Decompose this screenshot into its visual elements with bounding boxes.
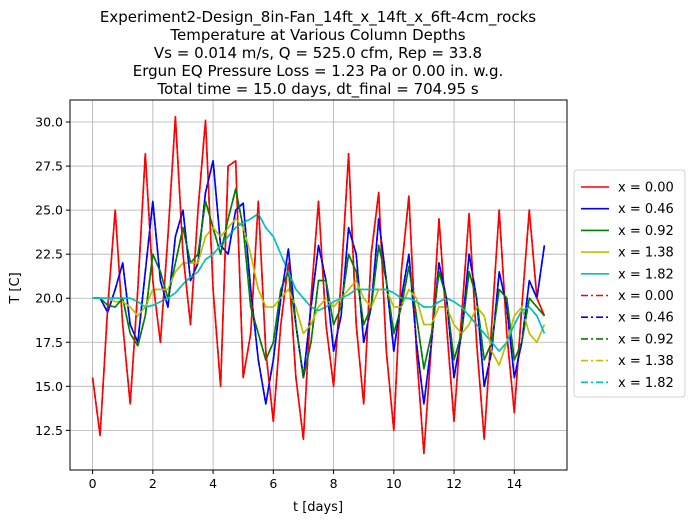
y-tick-label: 20.0	[35, 291, 63, 306]
title-line-3: Vs = 0.014 m/s, Q = 525.0 cfm, Rep = 33.…	[154, 44, 482, 62]
x-tick-label: 4	[209, 476, 217, 491]
x-axis: 0 2 4 6 8 10 12 14	[89, 470, 522, 491]
legend-label: x = 1.38	[618, 246, 674, 261]
y-tick-label: 30.0	[35, 115, 63, 130]
title-line-5: Total time = 15.0 days, dt_final = 704.9…	[156, 80, 478, 99]
legend-box	[573, 169, 686, 398]
x-tick-label: 12	[446, 476, 462, 491]
y-tick-label: 17.5	[35, 335, 63, 350]
legend-label: x = 1.38	[618, 354, 674, 369]
legend-label: x = 1.82	[618, 267, 674, 282]
y-tick-label: 22.5	[35, 247, 63, 262]
series-line-6	[91, 115, 546, 455]
x-tick-label: 8	[330, 476, 338, 491]
y-axis: 12.5 15.0 17.5 20.0 22.5 25.0 27.5 30.0	[35, 115, 70, 438]
y-tick-label: 27.5	[35, 159, 63, 174]
legend-label: x = 0.00	[618, 181, 674, 196]
x-tick-label: 6	[269, 476, 277, 491]
x-tick-label: 10	[386, 476, 402, 491]
legend-label: x = 0.92	[618, 224, 674, 239]
y-tick-label: 12.5	[35, 423, 63, 438]
legend-label: x = 1.82	[618, 376, 674, 391]
legend-label: x = 0.92	[618, 332, 674, 347]
y-tick-label: 25.0	[35, 203, 63, 218]
chart-title: Experiment2-Design_8in-Fan_14ft_x_14ft_x…	[100, 8, 536, 99]
x-axis-label: t [days]	[293, 500, 343, 515]
x-tick-label: 14	[506, 476, 522, 491]
legend: x = 0.00 x = 0.46 x = 0.92 x = 1.38 x = 1.82…	[573, 169, 686, 398]
series-line-9	[92, 218, 546, 367]
x-tick-label: 0	[89, 476, 97, 491]
y-axis-label: T [C]	[8, 272, 23, 304]
x-tick-label: 2	[149, 476, 157, 491]
title-line-4: Ergun EQ Pressure Loss = 1.23 Pa or 0.00…	[133, 62, 504, 80]
plot-area	[91, 115, 546, 455]
plot-frame	[69, 99, 568, 471]
legend-label: x = 0.46	[618, 202, 674, 217]
series-line-10	[92, 212, 546, 352]
y-tick-label: 15.0	[35, 379, 63, 394]
series-line-7	[92, 160, 546, 405]
legend-label: x = 0.46	[618, 311, 674, 326]
legend-label: x = 0.00	[618, 289, 674, 304]
title-line-2: Temperature at Various Column Depths	[169, 26, 465, 44]
title-line-1: Experiment2-Design_8in-Fan_14ft_x_14ft_x…	[100, 8, 536, 27]
